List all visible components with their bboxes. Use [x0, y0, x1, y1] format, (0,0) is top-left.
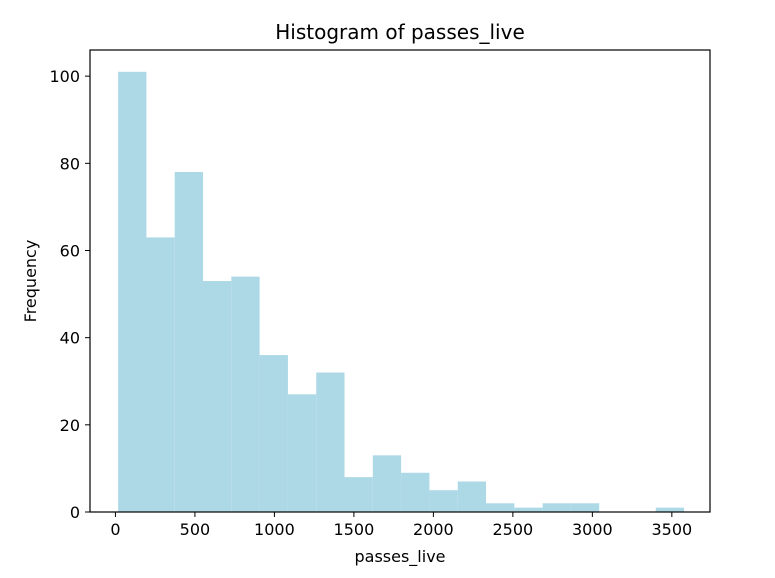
chart-title: Histogram of passes_live	[275, 20, 525, 44]
histogram-bar-6	[287, 394, 317, 512]
y-tick-label: 100	[49, 67, 80, 86]
x-ticks-group: 0 500 1000 1500 2000 2500 3000 3500	[110, 512, 692, 539]
histogram-bar-19	[655, 507, 685, 512]
histogram-bar-3	[203, 281, 232, 512]
x-tick-label: 1500	[334, 520, 375, 539]
histogram-bar-10	[401, 472, 430, 512]
histogram-bar-11	[429, 490, 458, 512]
histogram-bar-0	[118, 71, 147, 512]
y-tick-label: 20	[60, 416, 80, 435]
histogram-bar-4	[231, 276, 260, 512]
x-tick-label: 3000	[572, 520, 613, 539]
x-axis-label: passes_live	[354, 547, 445, 567]
histogram-bar-12	[457, 481, 487, 512]
x-tick-label: 500	[180, 520, 211, 539]
y-tick-label: 40	[60, 329, 80, 348]
x-tick-label: 0	[110, 520, 120, 539]
y-ticks-group: 0 20 40 60 80 100	[49, 67, 90, 522]
histogram-bar-5	[259, 355, 288, 512]
x-tick-label: 2000	[413, 520, 454, 539]
plot-frame	[89, 49, 711, 513]
y-axis-label: Frequency	[21, 240, 40, 323]
histogram-bar-16	[570, 503, 600, 512]
bars-group	[118, 71, 685, 513]
x-tick-label: 2500	[493, 520, 534, 539]
x-tick-label: 1000	[254, 520, 295, 539]
histogram-bar-2	[174, 172, 204, 513]
histogram-bar-15	[542, 503, 571, 512]
histogram-bar-9	[372, 455, 402, 512]
histogram-bar-13	[486, 503, 515, 512]
histogram-bar-1	[146, 237, 175, 512]
y-tick-label: 80	[60, 154, 80, 173]
x-tick-label: 3500	[651, 520, 692, 539]
histogram-bar-14	[514, 507, 543, 512]
histogram-bar-8	[344, 477, 373, 512]
y-tick-label: 0	[70, 503, 80, 522]
y-tick-label: 60	[60, 241, 80, 260]
histogram-bar-7	[316, 372, 345, 512]
